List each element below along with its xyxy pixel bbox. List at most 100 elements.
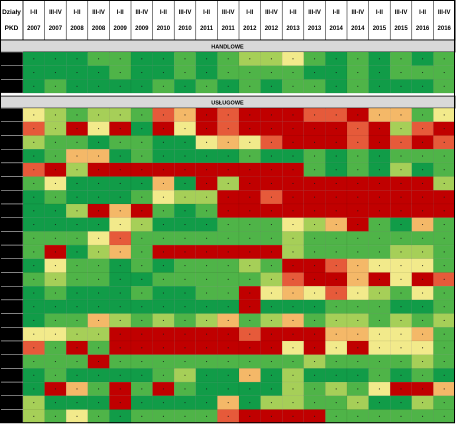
cell-marker	[119, 224, 121, 226]
cell-marker	[33, 85, 35, 87]
cell-marker	[292, 374, 294, 376]
cell-marker	[400, 155, 402, 157]
cell-marker	[422, 306, 424, 308]
cell-marker	[400, 224, 402, 226]
cell-marker	[443, 141, 445, 143]
cell-marker	[119, 210, 121, 212]
cell-marker	[54, 237, 56, 239]
cell-marker	[378, 306, 380, 308]
cell-marker	[422, 374, 424, 376]
cell-marker	[227, 388, 229, 390]
cell-marker	[119, 292, 121, 294]
cell-marker	[76, 333, 78, 335]
cell-marker	[162, 58, 164, 60]
cell-marker	[227, 72, 229, 74]
cell-marker	[184, 333, 186, 335]
cell-marker	[227, 251, 229, 253]
cell-marker	[76, 72, 78, 74]
cell-marker	[33, 292, 35, 294]
cell-marker	[119, 169, 121, 171]
column-year-label: 2014	[330, 26, 344, 32]
cell-marker	[162, 306, 164, 308]
column-period-label: I-II	[290, 10, 297, 16]
cell-marker	[54, 402, 56, 404]
cell-marker	[98, 210, 100, 212]
row-label-cell	[0, 299, 24, 314]
cell-marker	[184, 128, 186, 130]
cell-marker	[206, 306, 208, 308]
cell-marker	[249, 85, 251, 87]
cell-marker	[249, 388, 251, 390]
cell-marker	[335, 182, 337, 184]
cell-marker	[443, 333, 445, 335]
cell-marker	[227, 306, 229, 308]
cell-marker	[443, 388, 445, 390]
cell-marker	[357, 114, 359, 116]
cell-marker	[119, 333, 121, 335]
cell-marker	[314, 85, 316, 87]
cell-marker	[335, 361, 337, 363]
cell-marker	[184, 196, 186, 198]
cell-marker	[162, 402, 164, 404]
cell-marker	[400, 169, 402, 171]
column-year-label: 2008	[70, 26, 84, 32]
row-label-cell	[0, 203, 24, 218]
cell-marker	[33, 415, 35, 417]
cell-marker	[357, 415, 359, 417]
column-year-label: 2013	[286, 26, 300, 32]
cell-marker	[98, 402, 100, 404]
column-year-label: 2013	[308, 26, 322, 32]
cell-marker	[422, 292, 424, 294]
cell-marker	[141, 237, 143, 239]
cell-marker	[314, 251, 316, 253]
cell-marker	[292, 224, 294, 226]
row-label-cell	[0, 107, 24, 122]
cell-marker	[270, 278, 272, 280]
cell-marker	[76, 237, 78, 239]
cell-marker	[141, 292, 143, 294]
cell-marker	[422, 251, 424, 253]
cell-marker	[443, 319, 445, 322]
cell-marker	[270, 388, 272, 390]
cell-marker	[76, 224, 78, 226]
cell-marker	[400, 237, 402, 239]
cell-marker	[335, 347, 337, 349]
cell-marker	[357, 292, 359, 294]
cell-marker	[400, 292, 402, 294]
cell-marker	[357, 128, 359, 130]
cell-marker	[249, 265, 251, 267]
cell-marker	[292, 210, 294, 212]
cell-marker	[206, 374, 208, 376]
cell-marker	[422, 196, 424, 198]
section-title: HANDLOWE	[211, 45, 244, 51]
cell-marker	[335, 278, 337, 280]
cell-marker	[422, 141, 424, 143]
cell-marker	[119, 182, 121, 184]
cell-marker	[54, 182, 56, 184]
cell-marker	[119, 85, 121, 87]
cell-marker	[443, 415, 445, 417]
cell-marker	[292, 141, 294, 143]
cell-marker	[249, 224, 251, 226]
cell-marker	[357, 58, 359, 60]
cell-marker	[400, 114, 402, 116]
cell-marker	[206, 292, 208, 294]
cell-marker	[378, 347, 380, 349]
cell-marker	[422, 402, 424, 404]
cell-marker	[162, 169, 164, 171]
cell-marker	[206, 58, 208, 60]
cell-marker	[292, 361, 294, 363]
row-label-cell	[0, 135, 24, 150]
cell-marker	[422, 114, 424, 116]
cell-marker	[400, 85, 402, 87]
cell-marker	[400, 72, 402, 74]
cell-marker	[378, 128, 380, 130]
cell-marker	[33, 210, 35, 212]
column-year-label: 2015	[394, 26, 408, 32]
cell-marker	[292, 347, 294, 349]
cell-marker	[335, 374, 337, 376]
cell-marker	[184, 114, 186, 116]
cell-marker	[162, 278, 164, 280]
cell-marker	[54, 128, 56, 130]
